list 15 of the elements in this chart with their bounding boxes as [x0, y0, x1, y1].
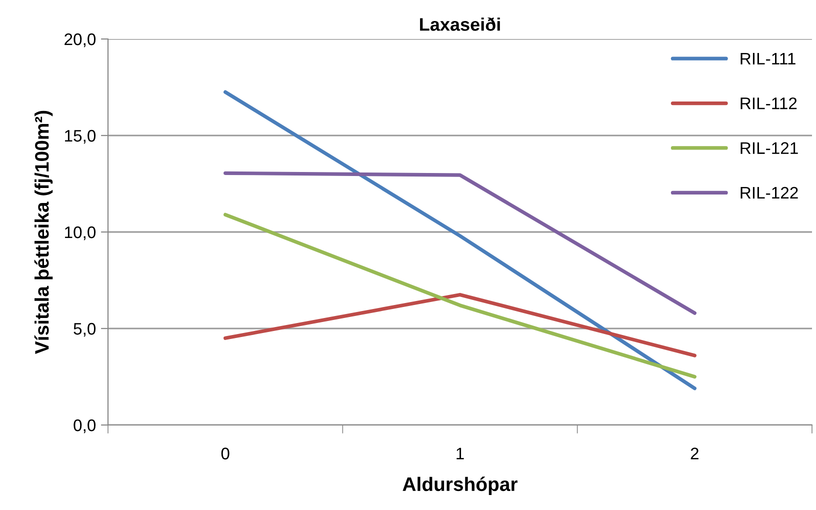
y-tick-label: 15,0: [65, 130, 96, 144]
legend-label: RIL-121: [740, 142, 798, 154]
y-tick-label: 20,0: [64, 33, 96, 48]
y-tick-label: 10,0: [65, 226, 96, 240]
x-axis-title: Aldurshópar: [402, 476, 518, 495]
y-tick-label: 0,0: [74, 419, 96, 434]
y-axis-title: Vísitala þéttleika (fj/100m²): [34, 110, 53, 354]
legend-label: RIL-122: [740, 186, 798, 199]
x-tick-label: 0: [221, 448, 230, 460]
legend-label: RIL-111: [740, 52, 796, 64]
legend-label: RIL-112: [740, 97, 797, 110]
x-tick-label: 1: [456, 448, 464, 460]
x-tick-label: 2: [690, 448, 698, 460]
chart-title: Laxaseiði: [420, 17, 500, 31]
y-tick-label: 5,0: [74, 322, 96, 337]
